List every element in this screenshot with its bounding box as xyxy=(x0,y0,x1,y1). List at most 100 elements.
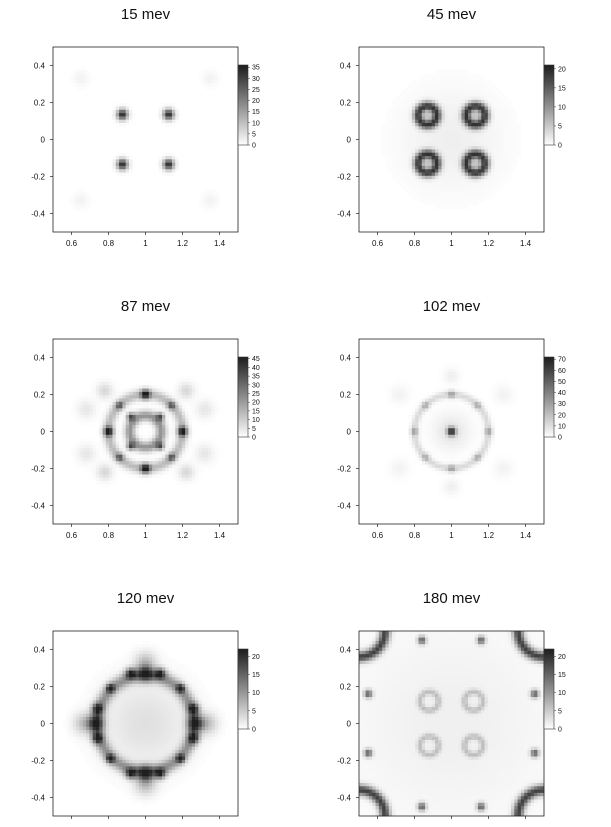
heatmap-cell xyxy=(392,461,396,465)
heatmap-cell xyxy=(481,458,485,462)
heatmap-cell xyxy=(478,173,482,177)
heatmap-cell xyxy=(188,412,192,416)
heatmap-cell xyxy=(418,176,422,180)
heatmap-cell xyxy=(73,77,77,81)
heatmap-cell xyxy=(198,408,202,412)
heatmap-cell xyxy=(79,465,83,469)
heatmap-cell xyxy=(109,422,113,426)
heatmap-cell xyxy=(435,179,439,183)
heatmap-cell xyxy=(435,166,439,170)
heatmap-cell xyxy=(116,441,120,445)
heatmap-cell xyxy=(455,120,459,124)
heatmap-cell xyxy=(402,182,406,186)
heatmap-cell xyxy=(212,398,216,402)
heatmap-cell xyxy=(461,438,465,442)
heatmap-cell xyxy=(86,697,90,701)
heatmap-cell xyxy=(395,176,399,180)
heatmap-cell xyxy=(152,681,156,685)
heatmap-cell xyxy=(418,428,422,432)
heatmap-cell xyxy=(202,392,206,396)
heatmap-cell xyxy=(152,674,156,678)
heatmap-cell xyxy=(142,687,146,691)
heatmap-cell xyxy=(422,405,426,409)
heatmap-cell xyxy=(465,202,469,206)
heatmap-cell xyxy=(418,153,422,157)
heatmap-cell xyxy=(188,684,192,688)
heatmap-cell xyxy=(425,77,429,81)
heatmap-cell xyxy=(428,163,432,167)
heatmap-cell xyxy=(448,468,452,472)
heatmap-cell xyxy=(195,677,199,681)
heatmap-cell xyxy=(106,441,110,445)
heatmap-cell xyxy=(498,123,502,127)
heatmap-cell xyxy=(136,677,140,681)
heatmap-cell xyxy=(205,192,209,196)
heatmap-cell xyxy=(435,435,439,439)
heatmap-cell xyxy=(501,120,505,124)
heatmap-cell xyxy=(106,694,110,698)
heatmap-cell xyxy=(179,710,183,714)
heatmap-cell xyxy=(149,651,153,655)
heatmap-cell xyxy=(428,126,432,130)
heatmap-cell xyxy=(422,196,426,200)
colorbar-tick-label: 0 xyxy=(252,143,256,150)
heatmap-cell xyxy=(169,432,173,436)
heatmap-cell xyxy=(432,202,436,206)
heatmap-cell xyxy=(442,199,446,203)
heatmap-cell xyxy=(182,474,186,478)
heatmap-cell xyxy=(96,412,100,416)
heatmap-cell xyxy=(461,80,465,84)
heatmap-cell xyxy=(395,471,399,475)
heatmap-cell xyxy=(162,654,166,658)
heatmap-cell xyxy=(425,156,429,160)
heatmap-cell xyxy=(471,455,475,459)
heatmap-cell xyxy=(146,714,150,718)
heatmap-cell xyxy=(425,405,429,409)
heatmap-cell xyxy=(465,103,469,107)
heatmap-cell xyxy=(465,402,469,406)
heatmap-cell xyxy=(109,727,113,731)
heatmap-cell xyxy=(79,77,83,81)
heatmap-cell xyxy=(83,445,87,449)
heatmap-cell xyxy=(202,704,206,708)
heatmap-cell xyxy=(448,488,452,492)
heatmap-cell xyxy=(169,677,173,681)
heatmap-cell xyxy=(412,159,416,163)
heatmap-cell xyxy=(458,488,462,492)
heatmap-cell xyxy=(182,478,186,482)
heatmap-cell xyxy=(425,418,429,422)
heatmap-cell xyxy=(146,720,150,724)
heatmap-cell xyxy=(478,398,482,402)
heatmap-cell xyxy=(504,173,508,177)
heatmap-cell xyxy=(152,714,156,718)
heatmap-cell xyxy=(399,113,403,117)
heatmap-cell xyxy=(152,465,156,469)
heatmap-cell xyxy=(149,458,153,462)
heatmap-cell xyxy=(395,113,399,117)
heatmap-cell xyxy=(395,379,399,383)
heatmap-cell xyxy=(76,704,80,708)
heatmap-cell xyxy=(119,405,123,409)
heatmap-cell xyxy=(448,206,452,210)
heatmap-cell xyxy=(452,455,456,459)
heatmap-cell xyxy=(435,445,439,449)
heatmap-cell xyxy=(86,724,90,728)
heatmap-cell xyxy=(162,694,166,698)
heatmap-cell xyxy=(402,389,406,393)
heatmap-cell xyxy=(192,379,196,383)
colorbar-tick-label: 30 xyxy=(558,401,566,408)
heatmap-cell xyxy=(438,186,442,190)
heatmap-cell xyxy=(452,445,456,449)
heatmap-cell xyxy=(109,465,113,469)
heatmap-cell xyxy=(435,199,439,203)
heatmap-cell xyxy=(185,408,189,412)
heatmap-cell xyxy=(106,697,110,701)
heatmap-cell xyxy=(498,402,502,406)
heatmap-cell xyxy=(83,87,87,91)
heatmap-cell xyxy=(471,182,475,186)
heatmap-cell xyxy=(458,153,462,157)
heatmap-cell xyxy=(172,398,176,402)
heatmap-cell xyxy=(428,182,432,186)
heatmap-cell xyxy=(471,176,475,180)
heatmap-cell xyxy=(428,120,432,124)
